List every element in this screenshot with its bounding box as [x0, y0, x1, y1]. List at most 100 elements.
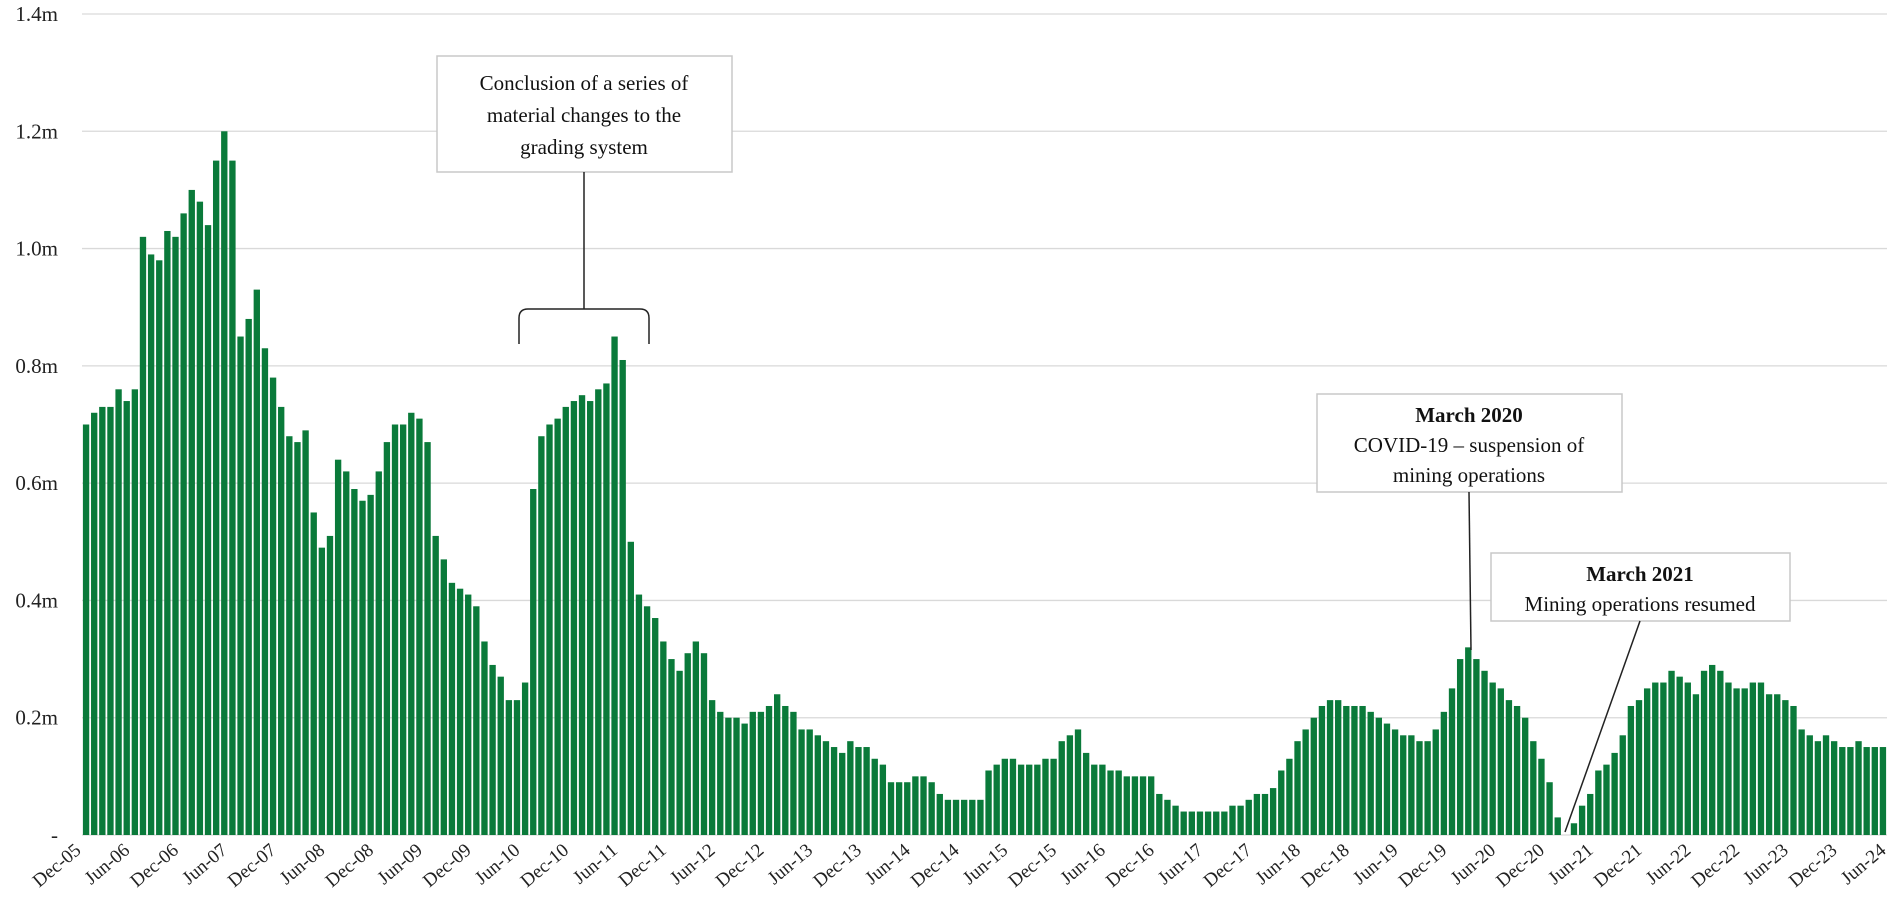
annotation-march-2020-box — [1316, 393, 1623, 493]
bar — [1465, 647, 1472, 835]
bar — [286, 436, 293, 835]
x-tick-label: Dec-05 — [29, 840, 85, 892]
bar — [1156, 793, 1163, 835]
bar — [1294, 741, 1301, 835]
bar — [627, 541, 634, 835]
x-axis-labels: Dec-05Jun-06Dec-06Jun-07Dec-07Jun-08Dec-… — [29, 839, 1887, 891]
bar — [188, 189, 195, 835]
bar — [1359, 705, 1366, 835]
bar — [1733, 688, 1740, 835]
bar — [952, 799, 960, 835]
y-tick-label: 0.8m — [15, 354, 58, 378]
bar — [1863, 747, 1870, 835]
bar — [1570, 823, 1578, 835]
bar — [375, 471, 382, 835]
bar — [660, 641, 667, 835]
annotation-march-2021-line-1: Mining operations resumed — [1525, 592, 1756, 616]
bar — [416, 418, 423, 835]
bar — [1343, 705, 1350, 835]
bar — [635, 594, 643, 835]
bar — [847, 741, 854, 835]
bar — [1172, 805, 1179, 835]
bar — [1245, 799, 1252, 835]
y-axis-labels: - 0.2m 0.4m 0.6m 0.8m 1.0m 1.2m 1.4m — [15, 2, 58, 847]
bar — [1042, 758, 1049, 835]
y-tick-label: 1.2m — [15, 119, 58, 143]
bar — [790, 711, 797, 835]
bar — [717, 711, 724, 835]
bar — [1017, 764, 1025, 835]
bar — [700, 653, 708, 835]
bar — [448, 582, 456, 835]
annotation-grading-system-bracket — [518, 172, 650, 344]
bar — [1253, 793, 1261, 835]
bar — [440, 559, 447, 835]
bar — [1082, 752, 1090, 835]
bar — [253, 289, 260, 835]
bar — [530, 489, 537, 835]
bar — [1375, 717, 1383, 835]
bar — [172, 236, 179, 836]
x-tick-label: Jun-16 — [1057, 840, 1110, 889]
bar — [1440, 711, 1448, 835]
bar — [1765, 694, 1773, 835]
bar — [570, 401, 578, 835]
bar — [1814, 741, 1822, 835]
bar — [1505, 700, 1513, 835]
bar — [1278, 770, 1285, 835]
bar — [1855, 741, 1862, 835]
bar — [814, 735, 821, 835]
bar — [424, 442, 431, 835]
x-tick-label: Jun-18 — [1252, 840, 1305, 889]
bar — [879, 764, 887, 835]
annotation-march-2021-pointer — [1564, 620, 1641, 833]
bar — [1335, 700, 1342, 835]
bar — [156, 260, 163, 835]
x-tick-label: Dec-12 — [712, 840, 768, 892]
x-tick-label: Jun-17 — [1154, 840, 1207, 889]
bar — [1456, 659, 1464, 835]
bar — [1847, 747, 1854, 835]
bar — [1790, 705, 1797, 835]
bar — [1530, 741, 1537, 835]
bar — [961, 799, 968, 835]
bar — [546, 424, 553, 835]
bar — [505, 700, 513, 835]
bar — [237, 336, 244, 835]
bar — [1871, 747, 1878, 835]
bar — [1091, 764, 1098, 835]
bar — [1351, 705, 1358, 835]
bar — [619, 359, 626, 835]
bar — [895, 782, 903, 835]
bar — [863, 747, 870, 835]
bar — [1578, 805, 1586, 835]
bar — [245, 318, 252, 835]
bar — [1619, 735, 1626, 835]
x-tick-label: Dec-06 — [126, 840, 182, 892]
bar — [269, 377, 277, 835]
annotation-grading-system-box — [436, 55, 733, 173]
bar — [1513, 705, 1521, 835]
bar — [1164, 799, 1171, 835]
bar — [1432, 729, 1439, 835]
annotation-march-2020: March 2020 COVID-19 – suspension of mini… — [1316, 393, 1623, 651]
bar — [969, 799, 976, 835]
annotation-march-2020-title: March 2020 — [1415, 403, 1523, 427]
annotation-march-2021: March 2021 Mining operations resumed — [1490, 552, 1791, 833]
bar — [554, 418, 561, 835]
bar — [212, 160, 220, 835]
bar — [1310, 717, 1317, 835]
x-tick-label: Dec-19 — [1395, 840, 1451, 892]
bar — [1538, 758, 1545, 835]
bar — [822, 741, 830, 835]
bar — [1676, 676, 1683, 835]
bar — [513, 700, 521, 835]
bar — [1326, 700, 1334, 835]
bar — [1489, 682, 1496, 835]
y-tick-label: 1.0m — [15, 237, 58, 261]
bar — [684, 653, 691, 835]
bar — [456, 588, 464, 835]
bar — [1196, 811, 1204, 835]
bar — [912, 776, 919, 835]
bar — [643, 606, 651, 835]
